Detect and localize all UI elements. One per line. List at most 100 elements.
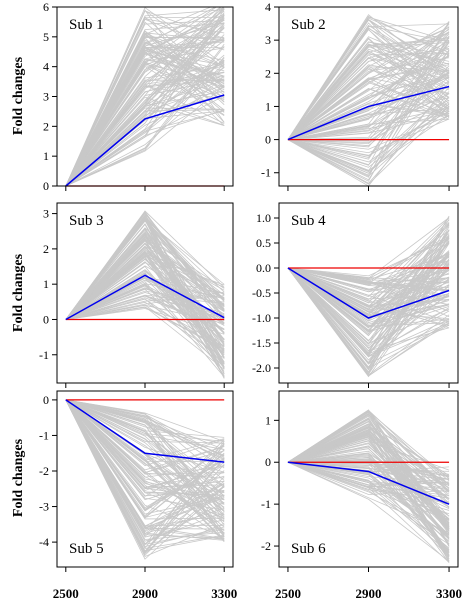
gene-line [287, 118, 450, 154]
y-tick-label: 0 [265, 133, 271, 147]
gene-line [287, 31, 450, 140]
y-tick-label: 5 [43, 30, 49, 44]
panel-title: Sub 4 [291, 213, 326, 229]
gene-line [287, 233, 450, 311]
panel-title: Sub 3 [69, 213, 104, 229]
gene-line [65, 399, 225, 469]
gene-line [65, 8, 225, 186]
gene-line [287, 22, 450, 140]
y-tick-label: 2 [43, 242, 49, 256]
gene-line [65, 249, 225, 320]
gene-line [65, 14, 225, 186]
gene-line [65, 34, 225, 186]
gene-line [65, 290, 225, 320]
y-tick-label: -1.0 [252, 311, 271, 325]
gene-line [65, 22, 225, 186]
gene-line [287, 229, 450, 357]
gene-line [65, 284, 225, 330]
gene-line [65, 282, 225, 378]
gene-line [65, 399, 225, 550]
gene-line [65, 212, 225, 320]
panel-title: Sub 6 [291, 541, 326, 557]
gene-line [287, 37, 450, 140]
gene-line [65, 36, 225, 186]
panel-sub-1: 0 1 2 3 4 5 6 Sub 1 Fold changes [11, 0, 234, 193]
gene-line [65, 18, 225, 186]
gene-line [287, 461, 450, 558]
gene-line [287, 38, 450, 140]
gene-line [287, 267, 450, 344]
gene-line [65, 399, 225, 478]
y-axis-label: Fold changes [11, 56, 26, 135]
mean-line [287, 267, 450, 319]
y-tick-label: 1.0 [256, 211, 271, 225]
gene-line [65, 399, 225, 510]
gene-line [287, 31, 450, 140]
gene-line [287, 27, 450, 140]
gene-line [65, 399, 225, 505]
gene-line [287, 457, 450, 528]
y-tick-label: -1.5 [252, 336, 271, 350]
gene-line [287, 75, 450, 140]
y-tick-label: 4 [43, 60, 49, 74]
gene-line [287, 27, 450, 140]
y-tick-label: -2.0 [252, 361, 271, 375]
gene-line [287, 58, 450, 140]
gene-line [65, 399, 225, 538]
y-tick-label: -1 [261, 166, 271, 180]
panel-title: Sub 2 [291, 17, 326, 33]
gene-line [65, 399, 225, 444]
gene-line [65, 399, 225, 528]
y-tick-label: 0.0 [256, 261, 271, 275]
mean-line [287, 85, 450, 141]
gene-line [287, 461, 450, 540]
gene-line [287, 267, 450, 304]
gene-line [65, 58, 225, 186]
mean-line [65, 274, 225, 321]
y-tick-label: 0 [43, 179, 49, 193]
gene-line [287, 88, 450, 140]
gene-line [287, 267, 450, 291]
y-tick-label: -1 [39, 428, 49, 442]
gene-line [65, 399, 225, 497]
gene-line [65, 21, 225, 186]
gene-line [65, 15, 225, 186]
gene-line [65, 75, 225, 186]
gene-line [65, 46, 225, 186]
gene-line [65, 7, 225, 186]
gene-line [65, 79, 225, 186]
x-tick-label: 3300 [211, 586, 237, 601]
gene-line [287, 265, 450, 364]
gene-line [287, 461, 450, 493]
gene-line [287, 72, 450, 140]
gene-curves [287, 215, 450, 378]
gene-line [287, 237, 450, 337]
gene-line [287, 267, 450, 322]
x-tick-label: 3300 [436, 586, 462, 601]
gene-line [65, 399, 225, 474]
y-tick-label: 1 [265, 99, 271, 113]
gene-line [65, 18, 225, 186]
gene-line [65, 85, 225, 186]
gene-curves [287, 14, 450, 186]
gene-line [65, 399, 225, 546]
gene-line [65, 281, 225, 372]
panel-sub-2: -1 0 1 2 3 4 Sub 2 [261, 0, 459, 191]
gene-line [287, 238, 450, 315]
gene-line [65, 399, 225, 538]
gene-curves [287, 409, 450, 563]
gene-line [65, 9, 225, 186]
gene-line [65, 399, 225, 527]
y-axis-label: Fold changes [11, 438, 26, 517]
gene-line [65, 12, 225, 186]
panel-title: Sub 1 [69, 17, 104, 33]
gene-line [287, 423, 450, 476]
y-tick-label: 1 [43, 277, 49, 291]
gene-line [65, 78, 225, 186]
gene-line [65, 107, 225, 186]
y-tick-label: 0 [43, 393, 49, 407]
gene-line [287, 19, 450, 140]
y-tick-label: -4 [39, 535, 49, 549]
gene-line [65, 71, 225, 186]
